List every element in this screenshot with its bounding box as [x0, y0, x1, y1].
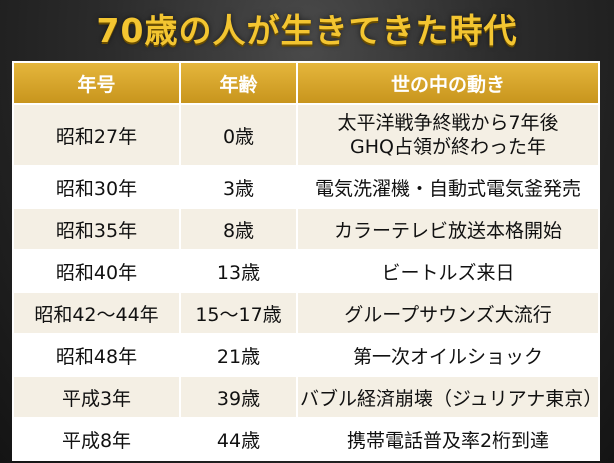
event-line: 太平洋戦争終戦から7年後: [337, 112, 559, 134]
header-events: 世の中の動き: [296, 61, 600, 105]
era-cell: 昭和42～44年: [12, 291, 181, 335]
era-cell: 昭和48年: [12, 333, 181, 377]
header-era: 年号: [12, 61, 181, 105]
age-cell: 3歳: [179, 165, 298, 209]
era-cell: 昭和35年: [12, 207, 181, 251]
table-row: 昭和27年 0歳 太平洋戦争終戦から7年後 GHQ占領が終わった年: [12, 103, 600, 167]
table-row: 昭和30年 3歳 電気洗濯機・自動式電気釜発売: [12, 165, 600, 209]
event-cell: 太平洋戦争終戦から7年後 GHQ占領が終わった年: [296, 103, 600, 167]
age-cell: 13歳: [179, 249, 298, 293]
table-row: 昭和48年 21歳 第一次オイルショック: [12, 333, 600, 377]
age-cell: 44歳: [179, 417, 298, 461]
era-cell: 平成8年: [12, 417, 181, 461]
event-cell: ビートルズ来日: [296, 249, 600, 293]
event-cell: 第一次オイルショック: [296, 333, 600, 377]
event-cell: カラーテレビ放送本格開始: [296, 207, 600, 251]
table-row: 昭和42～44年 15～17歳 グループサウンズ大流行: [12, 291, 600, 335]
age-cell: 15～17歳: [179, 291, 298, 335]
age-cell: 8歳: [179, 207, 298, 251]
event-cell: グループサウンズ大流行: [296, 291, 600, 335]
era-cell: 昭和27年: [12, 103, 181, 167]
event-line: GHQ占領が終わった年: [350, 136, 546, 158]
header-age: 年齢: [179, 61, 298, 105]
event-cell: バブル経済崩壊（ジュリアナ東京）: [296, 375, 600, 419]
era-cell: 平成3年: [12, 375, 181, 419]
table-row: 平成8年 44歳 携帯電話普及率2桁到達: [12, 417, 600, 461]
era-cell: 昭和40年: [12, 249, 181, 293]
page-title: 70歳の人が生きてきた時代: [96, 11, 518, 50]
age-cell: 0歳: [179, 103, 298, 167]
header-row: 年号 年齢 世の中の動き: [12, 61, 600, 105]
table-row: 平成3年 39歳 バブル経済崩壊（ジュリアナ東京）: [12, 375, 600, 419]
age-cell: 39歳: [179, 375, 298, 419]
table-row: 昭和35年 8歳 カラーテレビ放送本格開始: [12, 207, 600, 251]
age-cell: 21歳: [179, 333, 298, 377]
era-cell: 昭和30年: [12, 165, 181, 209]
event-cell: 電気洗濯機・自動式電気釜発売: [296, 165, 600, 209]
event-cell: 携帯電話普及率2桁到達: [296, 417, 600, 461]
timeline-table: 年号 年齢 世の中の動き 昭和27年 0歳 太平洋戦争終戦から7年後 GHQ占領…: [12, 61, 600, 461]
table-row: 昭和40年 13歳 ビートルズ来日: [12, 249, 600, 293]
